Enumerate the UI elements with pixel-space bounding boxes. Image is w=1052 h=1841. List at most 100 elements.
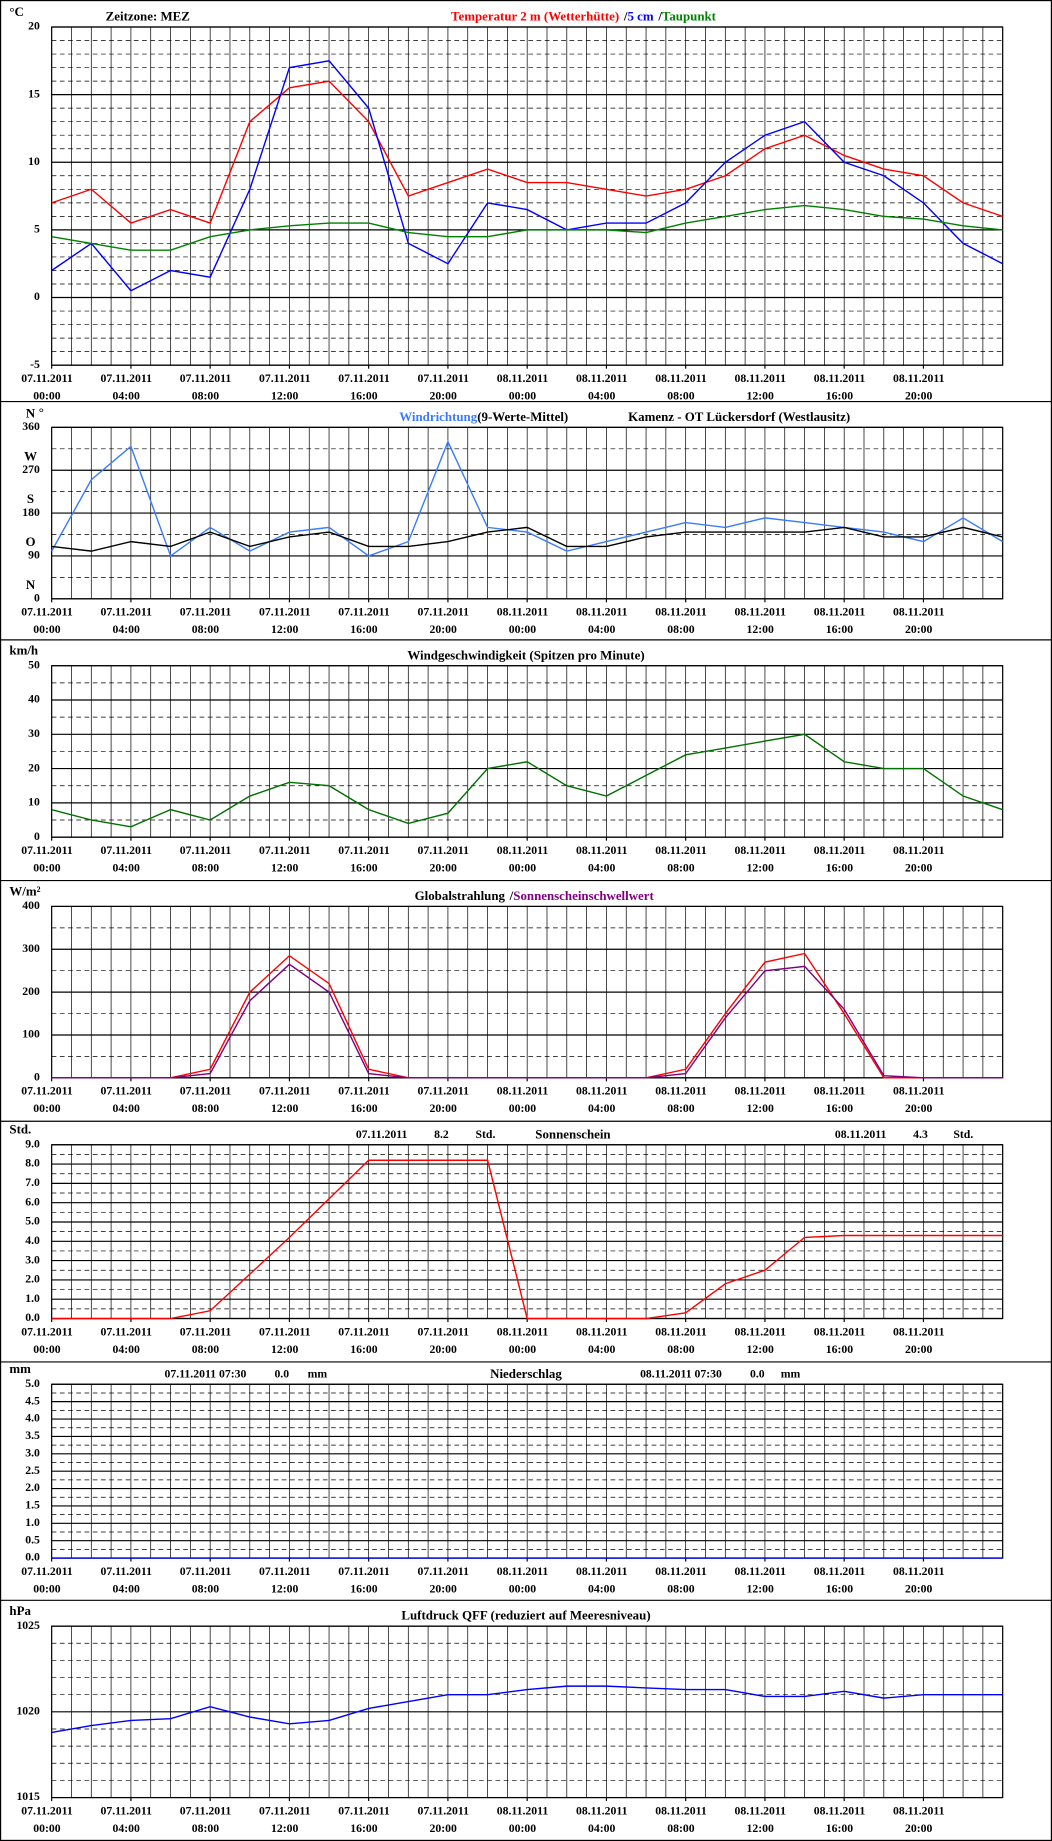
y-tick-label: 3.0 (25, 1253, 40, 1266)
x-tick-date: 07.11.2011 (21, 606, 73, 619)
x-tick-time: 16:00 (826, 1582, 854, 1595)
day-total-date: 07.11.2011 (356, 1128, 408, 1141)
x-tick-time: 16:00 (350, 623, 378, 636)
x-tick-time: 12:00 (747, 1102, 775, 1115)
x-tick-time: 20:00 (905, 862, 933, 875)
x-tick-time: 00:00 (509, 1822, 537, 1835)
x-tick-time: 04:00 (113, 390, 141, 403)
x-tick-date: 08.11.2011 (814, 1804, 866, 1817)
x-tick-time: 08:00 (192, 1822, 220, 1835)
x-tick-time: 08:00 (667, 1822, 695, 1835)
x-tick-date: 07.11.2011 (417, 1565, 469, 1578)
x-tick-date: 07.11.2011 (338, 606, 390, 619)
x-tick-time: 04:00 (113, 1102, 141, 1115)
x-tick-date: 07.11.2011 (338, 1804, 390, 1817)
x-tick-date: 07.11.2011 (21, 1085, 73, 1098)
unit-label: mm (9, 1361, 31, 1376)
x-tick-date: 08.11.2011 (655, 372, 707, 385)
y-tick-label: 400 (22, 899, 40, 912)
y-tick-label: 40 (28, 693, 40, 706)
y-tick-label: 1.0 (25, 1516, 40, 1529)
y-tick-label: 1.5 (25, 1499, 40, 1512)
x-tick-time: 04:00 (588, 1343, 616, 1356)
x-tick-date: 08.11.2011 (814, 844, 866, 857)
x-tick-time: 00:00 (33, 1102, 61, 1115)
x-tick-date: 07.11.2011 (100, 372, 152, 385)
x-tick-date: 07.11.2011 (21, 1804, 73, 1817)
x-tick-date: 07.11.2011 (100, 1565, 152, 1578)
y-tick-label: 5.0 (25, 1377, 40, 1390)
chart-title: Windgeschwindigkeit (Spitzen pro Minute) (407, 647, 644, 662)
x-tick-date: 08.11.2011 (814, 372, 866, 385)
x-tick-date: 07.11.2011 (417, 372, 469, 385)
series-line (51, 1159, 1003, 1320)
x-tick-date: 08.11.2011 (893, 372, 945, 385)
x-tick-time: 16:00 (350, 1343, 378, 1356)
x-tick-time: 12:00 (271, 390, 299, 403)
y-tick-label: 4.5 (25, 1394, 40, 1407)
y-tick-label: 10 (28, 796, 40, 809)
x-tick-date: 08.11.2011 (893, 1565, 945, 1578)
y-tick-label: 8.0 (25, 1157, 40, 1170)
x-tick-date: 07.11.2011 (21, 1565, 73, 1578)
x-tick-time: 16:00 (826, 862, 854, 875)
day-total-date: 07.11.2011 07:30 (165, 1368, 247, 1381)
x-tick-time: 20:00 (905, 390, 933, 403)
y-tick-label: 1020 (16, 1705, 40, 1718)
x-tick-date: 08.11.2011 (655, 1804, 707, 1817)
x-tick-date: 08.11.2011 (497, 1565, 549, 1578)
x-tick-date: 08.11.2011 (497, 1085, 549, 1098)
unit-label: ° (39, 404, 44, 419)
x-tick-date: 07.11.2011 (338, 1085, 390, 1098)
x-tick-date: 08.11.2011 (576, 1085, 628, 1098)
x-tick-time: 08:00 (192, 390, 220, 403)
x-tick-time: 00:00 (509, 862, 537, 875)
y-tick-label: 5 (34, 223, 40, 236)
x-tick-date: 08.11.2011 (893, 1325, 945, 1338)
day-total-value: 4.3 (913, 1128, 928, 1141)
x-tick-time: 04:00 (588, 1822, 616, 1835)
day-total-value: 0.0 (750, 1368, 765, 1381)
x-tick-date: 07.11.2011 (259, 372, 311, 385)
x-tick-date: 08.11.2011 (576, 1804, 628, 1817)
x-tick-date: 07.11.2011 (100, 606, 152, 619)
x-tick-time: 04:00 (113, 1822, 141, 1835)
y-tick-label: 3.5 (25, 1429, 40, 1442)
unit-label: W/m² (9, 883, 40, 898)
legend-entry: Temperatur 2 m (Wetterhütte) (451, 9, 619, 24)
x-tick-time: 08:00 (667, 390, 695, 403)
x-tick-date: 07.11.2011 (100, 1804, 152, 1817)
x-tick-time: 16:00 (350, 1582, 378, 1595)
x-tick-date: 07.11.2011 (21, 844, 73, 857)
x-tick-time: 20:00 (430, 623, 458, 636)
x-tick-time: 04:00 (588, 390, 616, 403)
compass-label: O (26, 534, 36, 549)
x-tick-date: 08.11.2011 (576, 844, 628, 857)
legend-separator: / (623, 9, 628, 24)
x-tick-time: 12:00 (271, 1582, 299, 1595)
day-total-unit: mm (308, 1368, 328, 1381)
y-tick-label: 0.5 (25, 1533, 40, 1546)
x-tick-time: 04:00 (588, 862, 616, 875)
x-tick-date: 07.11.2011 (259, 1325, 311, 1338)
y-tick-label: 30 (28, 727, 40, 740)
x-tick-date: 08.11.2011 (497, 844, 549, 857)
x-tick-date: 07.11.2011 (417, 606, 469, 619)
day-total-date: 08.11.2011 07:30 (640, 1368, 722, 1381)
x-tick-date: 07.11.2011 (259, 844, 311, 857)
y-tick-label: 200 (22, 985, 40, 998)
x-tick-date: 08.11.2011 (655, 606, 707, 619)
x-tick-time: 16:00 (826, 1822, 854, 1835)
x-tick-date: 08.11.2011 (734, 1325, 786, 1338)
x-tick-time: 20:00 (905, 1343, 933, 1356)
legend: Temperatur 2 m (Wetterhütte)/5 cm/Taupun… (451, 9, 717, 24)
x-tick-date: 08.11.2011 (576, 1565, 628, 1578)
x-tick-time: 04:00 (113, 623, 141, 636)
x-tick-date: 08.11.2011 (655, 844, 707, 857)
x-tick-date: 07.11.2011 (338, 844, 390, 857)
x-tick-date: 08.11.2011 (814, 1325, 866, 1338)
compass-label: N (26, 577, 36, 592)
x-tick-date: 07.11.2011 (259, 606, 311, 619)
